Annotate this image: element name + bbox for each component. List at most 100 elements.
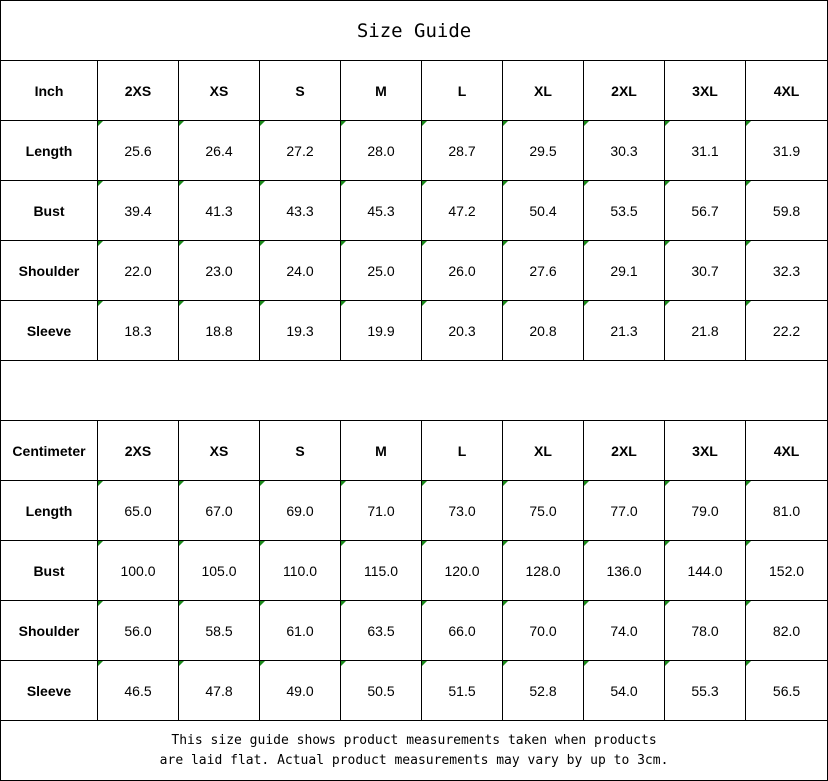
cell-value: 79.0 — [691, 502, 719, 519]
measurement-cell: 56.7 — [664, 180, 746, 241]
measurement-cell: 56.0 — [97, 600, 179, 661]
table-row: Length 25.6 26.4 27.2 28.0 28.7 29.5 30.3 31.1 31… — [0, 120, 828, 181]
table-row: Bust 39.4 41.3 43.3 45.3 47.2 50.4 53.5 56.7 59.8 — [0, 180, 828, 241]
measurement-label: Sleeve — [0, 660, 98, 721]
cell-marker-icon — [341, 301, 346, 306]
footnote: This size guide shows product measuremen… — [0, 720, 828, 781]
size-header: L — [421, 420, 503, 481]
cell-marker-icon — [584, 121, 589, 126]
measurement-cell: 18.8 — [178, 300, 260, 361]
cell-marker-icon — [341, 601, 346, 606]
measurement-cell: 23.0 — [178, 240, 260, 301]
cell-marker-icon — [422, 661, 427, 666]
cell-value: 39.4 — [124, 202, 152, 219]
cell-value: 152.0 — [769, 562, 805, 579]
cell-marker-icon — [341, 181, 346, 186]
cell-marker-icon — [260, 181, 265, 186]
measurement-cell: 50.5 — [340, 660, 422, 721]
measurement-cell: 19.9 — [340, 300, 422, 361]
cell-value: 73.0 — [448, 502, 476, 519]
measurement-cell: 75.0 — [502, 480, 584, 541]
cell-value: 100.0 — [120, 562, 156, 579]
cell-marker-icon — [341, 481, 346, 486]
cell-value: 74.0 — [610, 622, 638, 639]
measurement-cell: 30.3 — [583, 120, 665, 181]
cell-marker-icon — [746, 541, 751, 546]
measurement-cell: 65.0 — [97, 480, 179, 541]
measurement-cell: 28.0 — [340, 120, 422, 181]
measurement-cell: 24.0 — [259, 240, 341, 301]
cell-marker-icon — [98, 541, 103, 546]
cell-marker-icon — [746, 601, 751, 606]
cell-marker-icon — [422, 601, 427, 606]
cell-marker-icon — [665, 481, 670, 486]
measurement-cell: 30.7 — [664, 240, 746, 301]
cell-marker-icon — [260, 661, 265, 666]
measurement-cell: 20.3 — [421, 300, 503, 361]
cell-value: 55.3 — [691, 682, 719, 699]
cell-value: 65.0 — [124, 502, 152, 519]
measurement-cell: 50.4 — [502, 180, 584, 241]
cell-value: 58.5 — [205, 622, 233, 639]
measurement-cell: 32.3 — [744, 240, 828, 301]
cell-marker-icon — [341, 661, 346, 666]
header-row: Inch 2XS XS S M L XL 2XL 3XL 4XL — [0, 60, 828, 121]
size-header: XL — [502, 420, 584, 481]
cell-marker-icon — [98, 121, 103, 126]
measurement-cell: 110.0 — [259, 540, 341, 601]
cell-value: 56.7 — [691, 202, 719, 219]
cell-value: 78.0 — [691, 622, 719, 639]
cell-value: 82.0 — [772, 622, 801, 639]
cell-marker-icon — [422, 181, 427, 186]
measurement-cell: 71.0 — [340, 480, 422, 541]
cell-marker-icon — [341, 541, 346, 546]
measurement-cell: 47.8 — [178, 660, 260, 721]
measurement-cell: 52.8 — [502, 660, 584, 721]
cell-value: 63.5 — [367, 622, 395, 639]
measurement-cell: 47.2 — [421, 180, 503, 241]
cell-marker-icon — [179, 601, 184, 606]
cell-marker-icon — [179, 661, 184, 666]
cell-value: 56.5 — [772, 682, 801, 699]
cell-value: 54.0 — [610, 682, 638, 699]
measurement-cell: 26.4 — [178, 120, 260, 181]
cell-value: 47.8 — [205, 682, 233, 699]
cell-marker-icon — [422, 481, 427, 486]
measurement-cell: 78.0 — [664, 600, 746, 661]
measurement-cell: 54.0 — [583, 660, 665, 721]
cell-marker-icon — [179, 481, 184, 486]
measurement-cell: 22.0 — [97, 240, 179, 301]
cell-marker-icon — [503, 121, 508, 126]
cell-value: 47.2 — [448, 202, 476, 219]
page-title: Size Guide — [0, 0, 828, 61]
cell-marker-icon — [746, 481, 751, 486]
cell-value: 21.3 — [610, 322, 638, 339]
cell-value: 29.5 — [529, 142, 557, 159]
cell-marker-icon — [665, 181, 670, 186]
measurement-cell: 27.6 — [502, 240, 584, 301]
table-row: Length 65.0 67.0 69.0 71.0 73.0 75.0 77.0 79.0 81… — [0, 480, 828, 541]
cell-value: 136.0 — [606, 562, 642, 579]
measurement-label: Length — [0, 480, 98, 541]
cell-marker-icon — [422, 541, 427, 546]
measurement-cell: 21.8 — [664, 300, 746, 361]
cell-marker-icon — [584, 601, 589, 606]
cell-marker-icon — [584, 241, 589, 246]
cell-value: 71.0 — [367, 502, 395, 519]
cell-value: 49.0 — [286, 682, 314, 699]
measurement-cell: 105.0 — [178, 540, 260, 601]
measurement-cell: 46.5 — [97, 660, 179, 721]
measurement-cell: 29.5 — [502, 120, 584, 181]
cell-marker-icon — [260, 481, 265, 486]
cell-marker-icon — [746, 661, 751, 666]
measurement-cell: 51.5 — [421, 660, 503, 721]
cell-value: 23.0 — [205, 262, 233, 279]
measurement-cell: 53.5 — [583, 180, 665, 241]
cell-value: 31.9 — [772, 142, 801, 159]
cell-value: 70.0 — [529, 622, 557, 639]
measurement-cell: 43.3 — [259, 180, 341, 241]
cell-value: 20.8 — [529, 322, 557, 339]
cell-marker-icon — [98, 301, 103, 306]
spacer-row — [0, 360, 828, 421]
size-header: M — [340, 60, 422, 121]
